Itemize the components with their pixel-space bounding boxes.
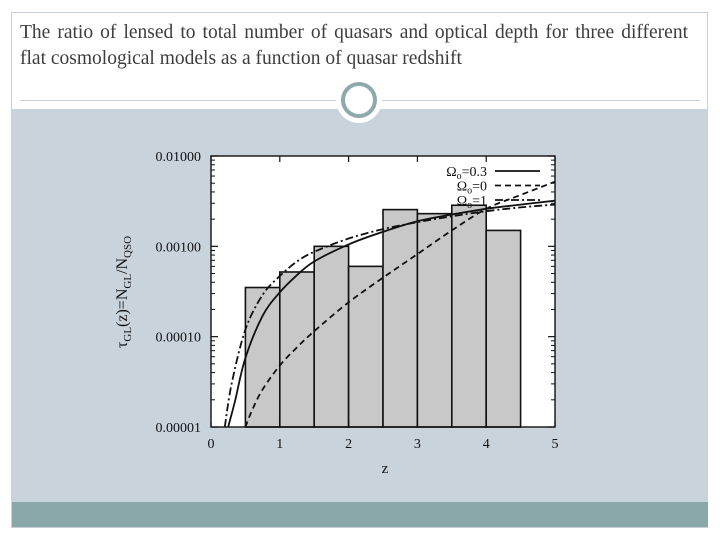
y-tick-label: 0.01000 — [156, 150, 202, 165]
x-tick-label: 1 — [276, 437, 283, 452]
bar — [278, 271, 315, 428]
x-tick-label: 4 — [483, 437, 490, 452]
chart-legend: Ωo=0.3Ωo=0Ωo=1 — [446, 165, 540, 211]
bar — [244, 286, 281, 428]
y-label-part: QSO — [122, 236, 134, 258]
divider-ring-icon — [341, 82, 377, 118]
y-label-part: (z)=N — [114, 288, 131, 327]
series-line — [244, 180, 555, 427]
plot-frame — [210, 155, 556, 428]
x-tick-label: 5 — [552, 437, 559, 452]
y-label-part: τ — [114, 341, 131, 348]
x-axis-label: z — [382, 461, 389, 477]
y-axis-label: τGL(z)=NGL/NQSO — [114, 236, 134, 348]
series-line — [227, 199, 555, 427]
bar — [416, 212, 453, 428]
y-tick-label: 0.00100 — [156, 240, 202, 255]
y-label-part: GL — [122, 327, 134, 342]
axis-ticks: 0 1 2 3 4 5 0.00001 0.00010 0.00100 0.01000 — [156, 150, 559, 452]
y-label-part: GL — [122, 274, 134, 289]
series-line — [223, 203, 555, 427]
legend-label: Ωo=0.3 — [446, 165, 487, 182]
legend-label: Ωo=1 — [457, 194, 487, 211]
y-label-part: /N — [114, 258, 131, 274]
x-tick-label: 0 — [208, 437, 215, 452]
bar — [313, 245, 350, 428]
footer-band — [12, 502, 708, 527]
histogram-bars — [244, 204, 522, 428]
y-tick-label: 0.00010 — [156, 331, 202, 346]
bar — [450, 204, 487, 428]
x-tick-label: 3 — [414, 437, 421, 452]
legend-label: Ωo=0 — [457, 180, 487, 197]
bar — [382, 208, 419, 428]
series-lines — [223, 180, 555, 427]
slide-title: The ratio of lensed to total number of q… — [20, 22, 688, 69]
y-tick-label: 0.00001 — [156, 421, 202, 436]
x-tick-label: 2 — [345, 437, 352, 452]
bar — [485, 229, 522, 428]
